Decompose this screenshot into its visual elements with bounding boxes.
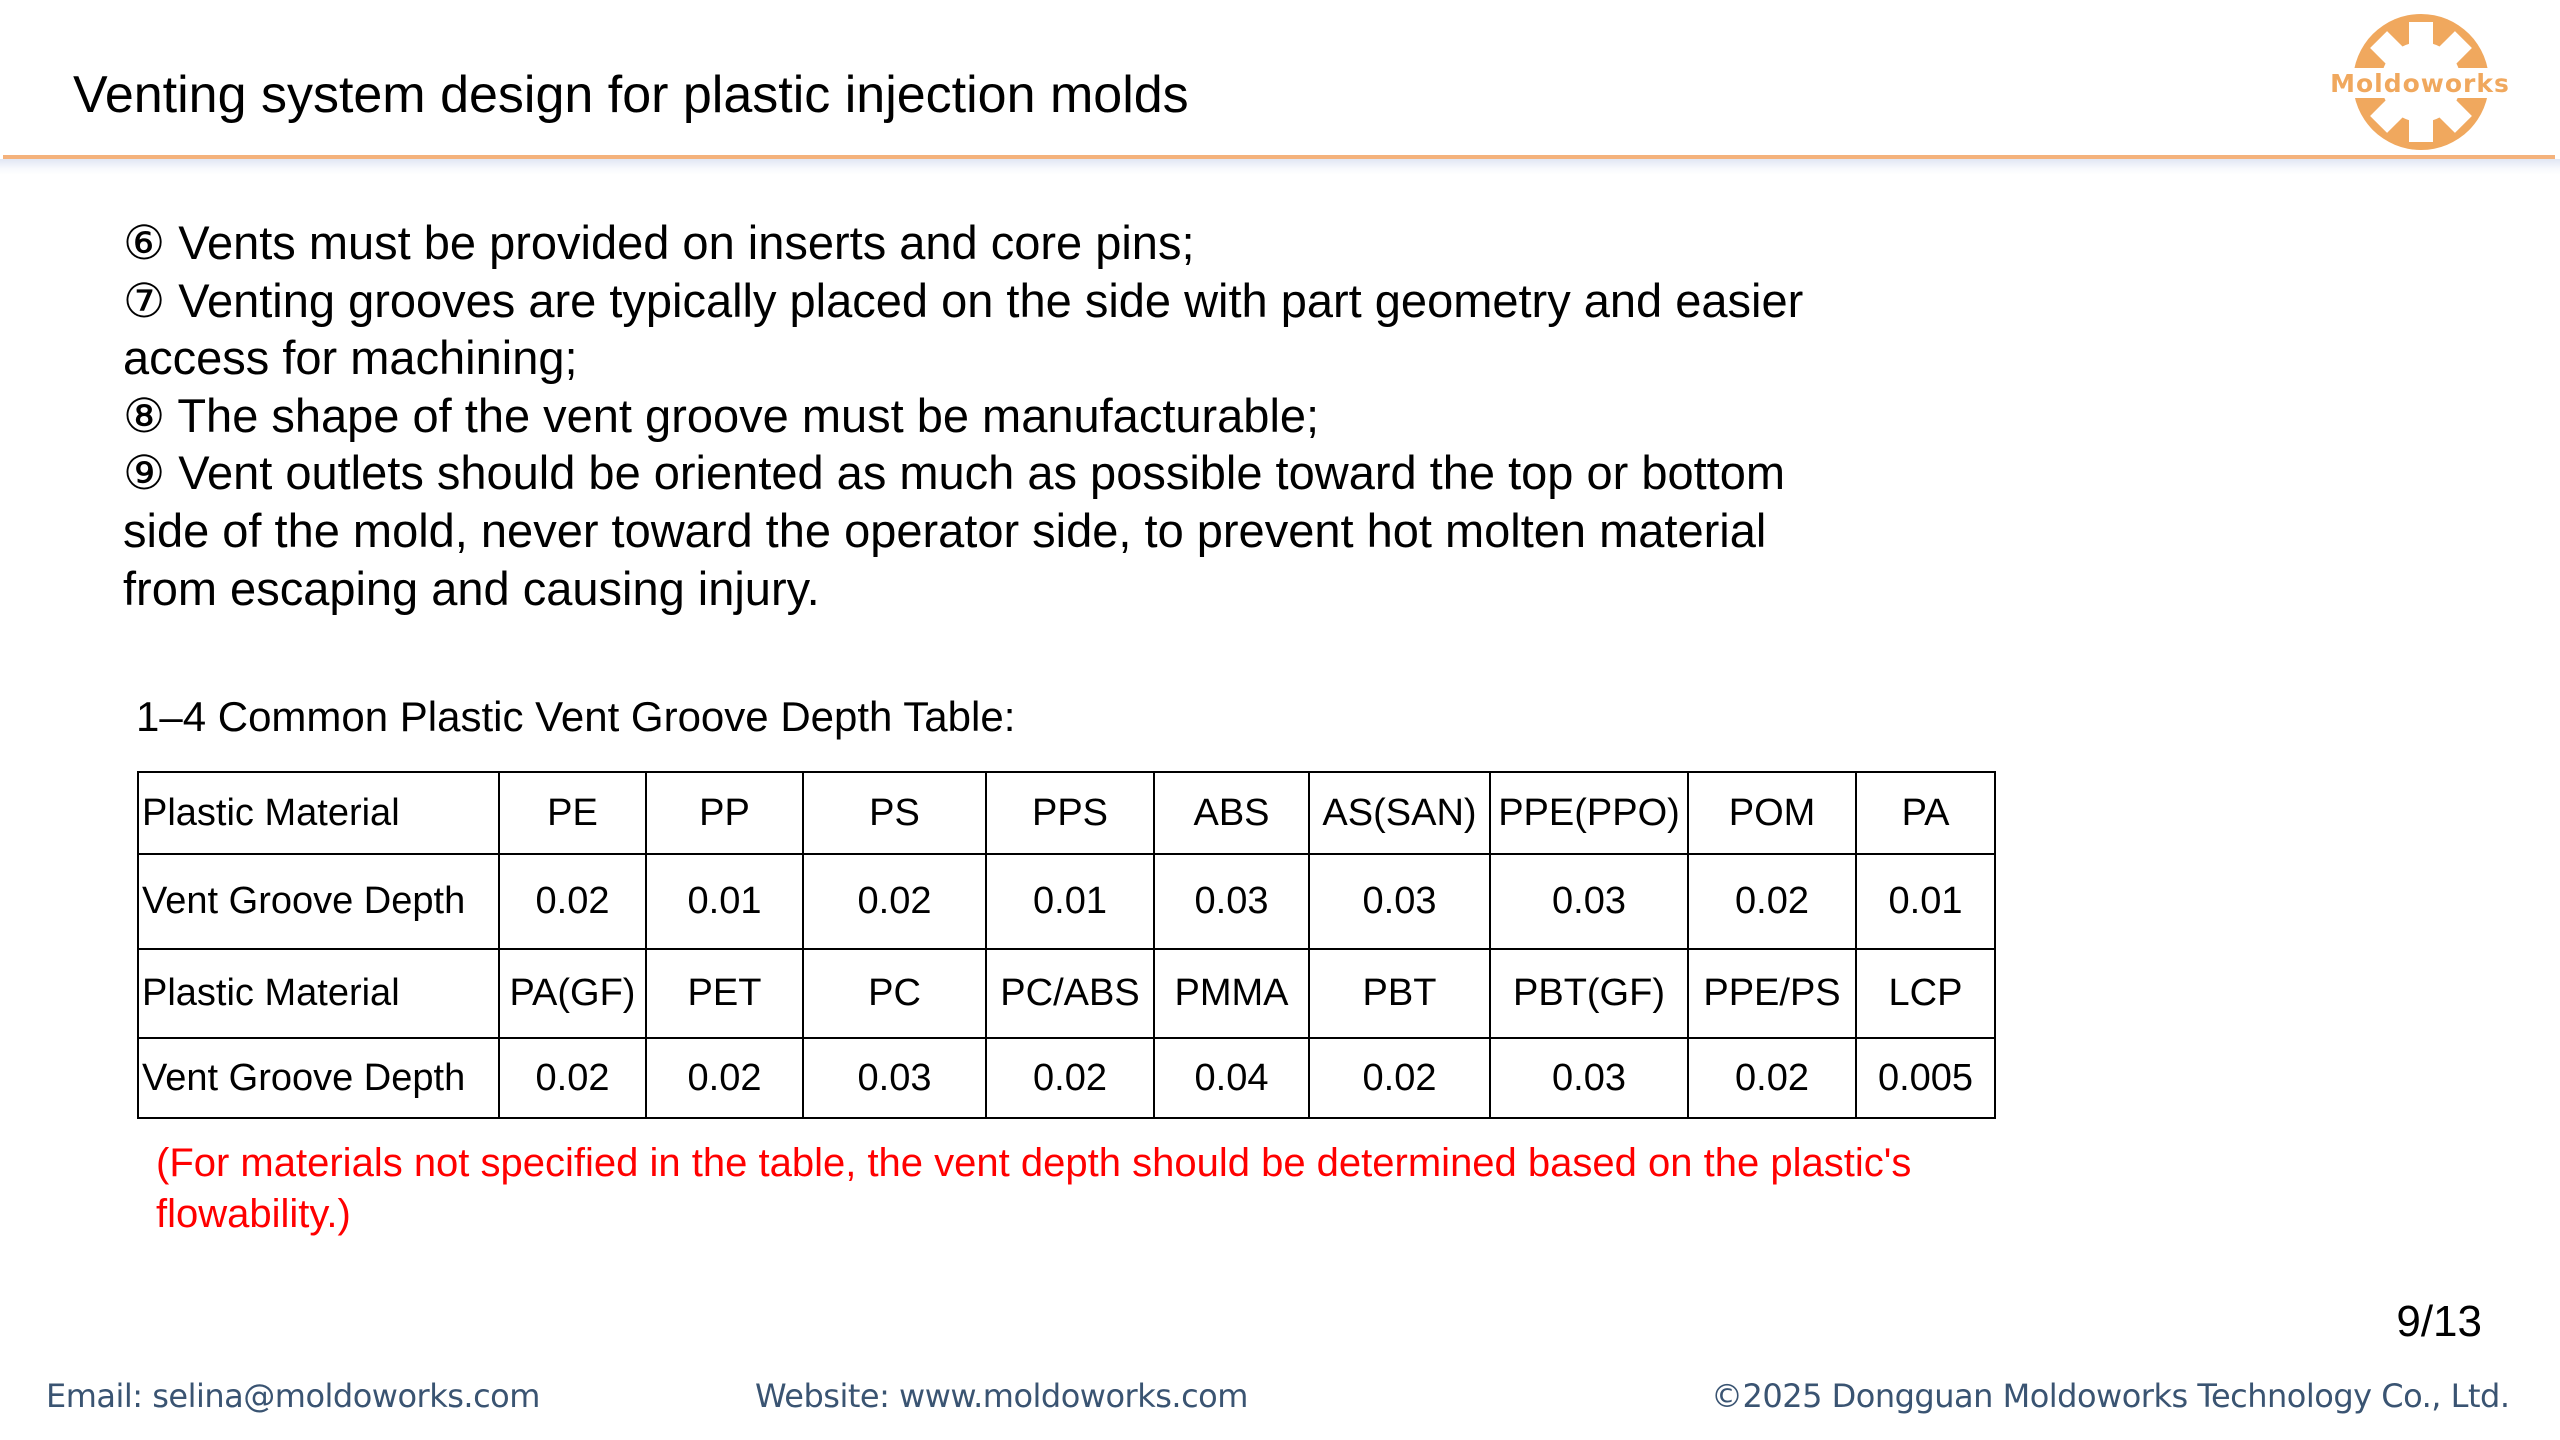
- table-cell: PC/ABS: [985, 948, 1155, 1039]
- table-cell: PPE(PPO): [1489, 771, 1689, 855]
- bullet-line: from escaping and causing injury.: [123, 561, 820, 615]
- table-cell: PET: [645, 948, 804, 1039]
- table-cell: 0.04: [1153, 1037, 1310, 1119]
- row-header: Plastic Material: [137, 948, 500, 1039]
- table-cell: ABS: [1153, 771, 1310, 855]
- table-cell: PBT(GF): [1489, 948, 1689, 1039]
- page-number: 9/13: [2396, 1297, 2482, 1346]
- table-cell: LCP: [1855, 948, 1996, 1039]
- footer-email[interactable]: Email: selina@moldoworks.com: [46, 1377, 540, 1415]
- bullet-list: ⑥ Vents must be provided on inserts and …: [123, 214, 1983, 617]
- table-cell: 0.005: [1855, 1037, 1996, 1119]
- svg-text:Moldoworks: Moldoworks: [2330, 69, 2510, 98]
- table-cell: 0.02: [1308, 1037, 1491, 1119]
- footer-website[interactable]: Website: www.moldoworks.com: [755, 1377, 1248, 1415]
- row-header: Vent Groove Depth: [137, 853, 500, 950]
- table-cell: PPS: [985, 771, 1155, 855]
- header-divider: [3, 155, 2555, 159]
- table-cell: 0.02: [645, 1037, 804, 1119]
- table-cell: 0.02: [985, 1037, 1155, 1119]
- table-cell: 0.03: [1153, 853, 1310, 950]
- table-cell: PA(GF): [498, 948, 647, 1039]
- table-row: Vent Groove Depth 0.02 0.01 0.02 0.01 0.…: [137, 853, 1996, 950]
- table-cell: AS(SAN): [1308, 771, 1491, 855]
- bullet-line: ⑥ Vents must be provided on inserts and …: [123, 216, 1195, 269]
- table-cell: PA: [1855, 771, 1996, 855]
- table-cell: PS: [802, 771, 987, 855]
- table-row: Plastic Material PA(GF) PET PC PC/ABS PM…: [137, 948, 1996, 1039]
- bullet-line: ⑧ The shape of the vent groove must be m…: [123, 388, 1320, 442]
- table-cell: PBT: [1308, 948, 1491, 1039]
- table-cell: 0.02: [1687, 853, 1857, 950]
- table-cell: 0.02: [498, 853, 647, 950]
- vent-depth-table: Plastic Material PE PP PS PPS ABS AS(SAN…: [137, 771, 1996, 1119]
- row-header: Plastic Material: [137, 771, 500, 855]
- gear-icon: Moldoworks: [2296, 14, 2544, 150]
- footer-copyright: ©2025 Dongguan Moldoworks Technology Co.…: [1711, 1377, 2510, 1415]
- table-cell: 0.02: [498, 1037, 647, 1119]
- slide-title: Venting system design for plastic inject…: [73, 66, 1189, 124]
- row-header: Vent Groove Depth: [137, 1037, 500, 1119]
- table-cell: 0.03: [1489, 853, 1689, 950]
- table-row: Vent Groove Depth 0.02 0.02 0.03 0.02 0.…: [137, 1037, 1996, 1119]
- table-caption: 1–4 Common Plastic Vent Groove Depth Tab…: [136, 693, 1016, 740]
- bullet-line: access for machining;: [123, 331, 578, 385]
- table-cell: PC: [802, 948, 987, 1039]
- bullet-line: ⑨ Vent outlets should be oriented as muc…: [123, 446, 1786, 500]
- table-cell: PP: [645, 771, 804, 855]
- table-cell: 0.01: [645, 853, 804, 950]
- table-cell: 0.01: [1855, 853, 1996, 950]
- table-footnote: (For materials not specified in the tabl…: [156, 1141, 1912, 1236]
- table-cell: 0.01: [985, 853, 1155, 950]
- company-logo: Moldoworks: [2296, 10, 2544, 154]
- table-cell: PPE/PS: [1687, 948, 1857, 1039]
- table-cell: 0.03: [1489, 1037, 1689, 1119]
- table-cell: 0.02: [802, 853, 987, 950]
- table-row: Plastic Material PE PP PS PPS ABS AS(SAN…: [137, 771, 1996, 855]
- bullet-line: side of the mold, never toward the opera…: [123, 503, 1767, 557]
- header-shadow: [0, 159, 2560, 175]
- table-cell: PE: [498, 771, 647, 855]
- bullet-line: ⑦ Venting grooves are typically placed o…: [123, 273, 1804, 327]
- table-cell: 0.03: [1308, 853, 1491, 950]
- table-cell: 0.03: [802, 1037, 987, 1119]
- table-cell: 0.02: [1687, 1037, 1857, 1119]
- table-cell: POM: [1687, 771, 1857, 855]
- table-cell: PMMA: [1153, 948, 1310, 1039]
